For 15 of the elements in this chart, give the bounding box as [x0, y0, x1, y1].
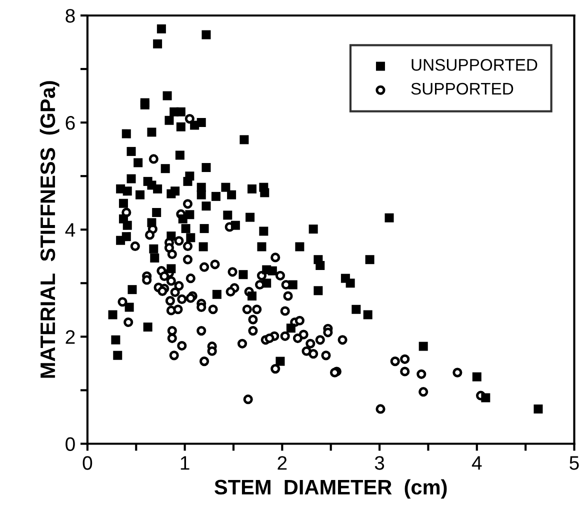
legend-label: SUPPORTED: [411, 82, 514, 95]
x-tick-label: 2: [278, 456, 287, 470]
x-tick-label: 1: [180, 456, 190, 470]
y-tick-label: 8: [66, 8, 75, 23]
y-tick-label: 0: [66, 437, 75, 451]
y-tick-label: 2: [66, 330, 75, 344]
x-tick-label: 0: [82, 456, 92, 470]
y-axis-title: MATERIAL STIFFNESS (GPa): [40, 81, 60, 378]
x-tick-label: 4: [472, 456, 482, 470]
legend-label: UNSUPPORTED: [412, 59, 538, 71]
x-tick-label: 3: [374, 456, 384, 470]
x-tick-label: 5: [570, 456, 579, 470]
y-tick-label: 6: [66, 116, 75, 130]
y-tick-label: 4: [65, 223, 76, 237]
x-axis-title: STEM DIAMETER (cm): [214, 479, 447, 499]
